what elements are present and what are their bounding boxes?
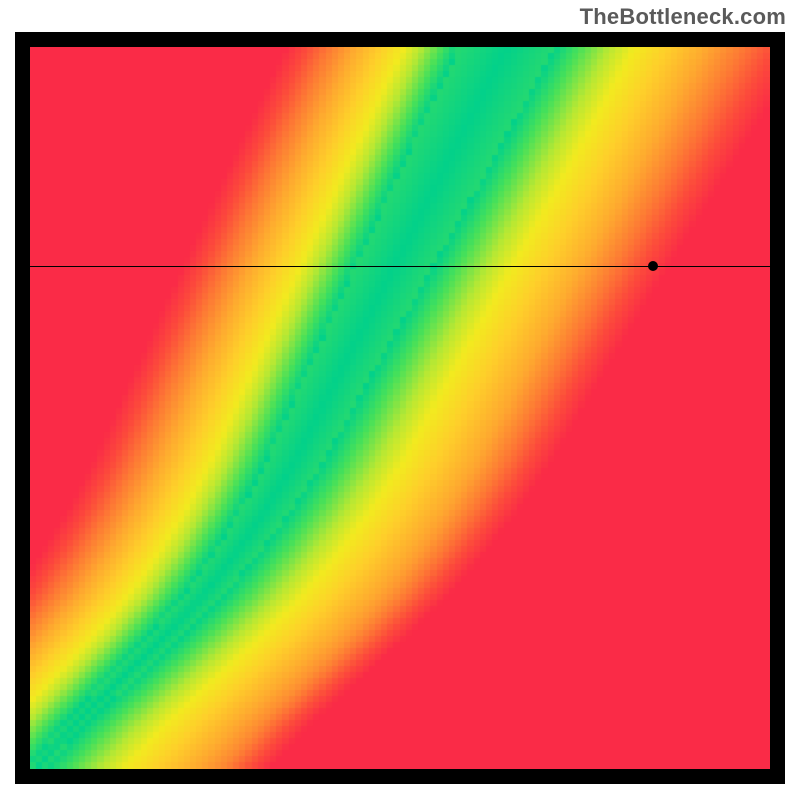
crosshair-horizontal xyxy=(30,266,770,267)
watermark-text: TheBottleneck.com xyxy=(580,4,786,30)
crosshair-marker xyxy=(648,261,658,271)
plot-frame xyxy=(15,32,785,784)
heatmap-canvas xyxy=(30,47,770,769)
plot-area xyxy=(30,47,770,769)
